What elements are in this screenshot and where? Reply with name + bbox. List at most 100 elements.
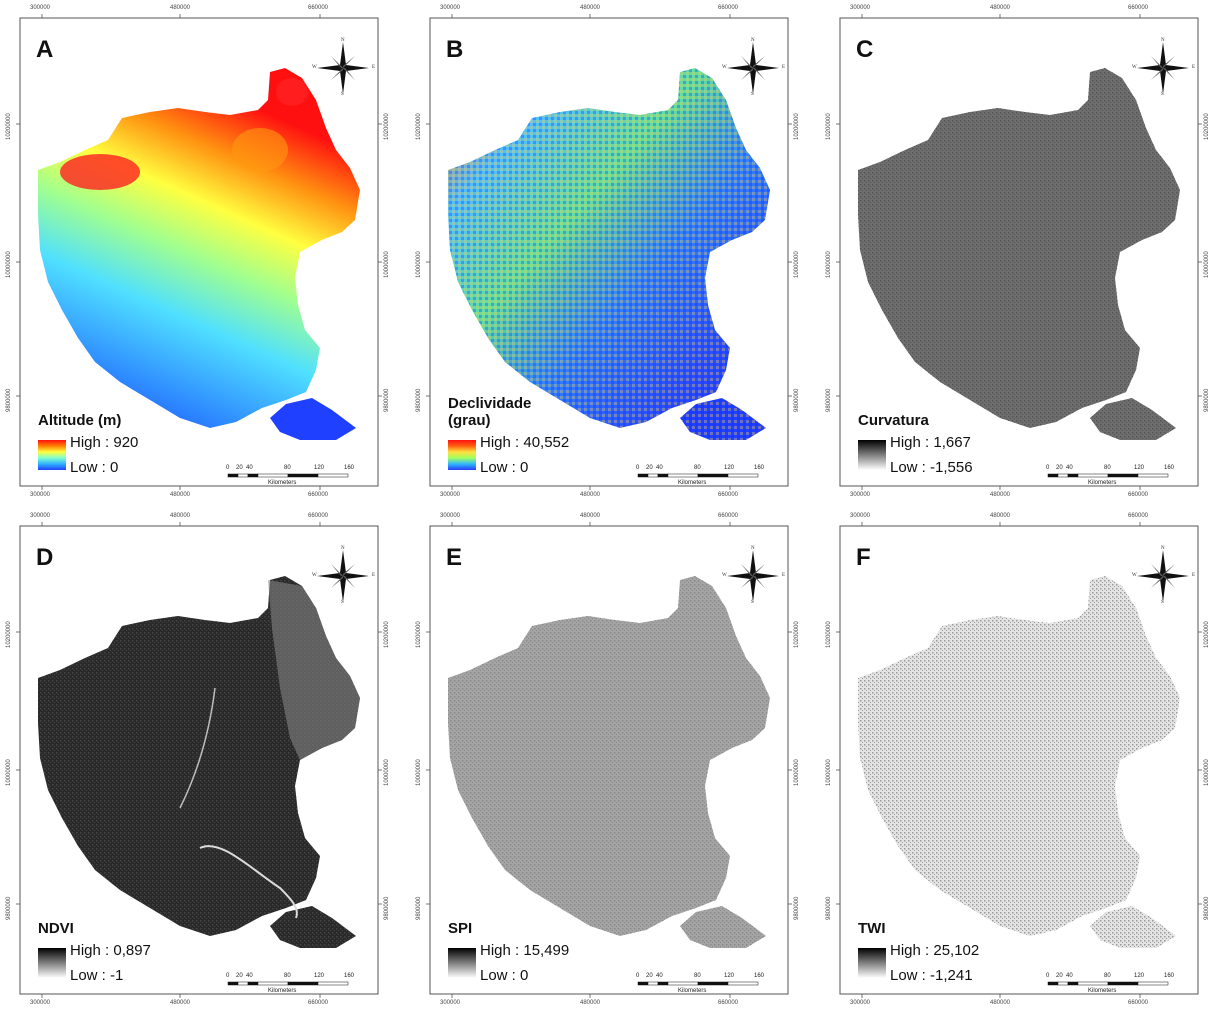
y-tick-label-right: 10200000 — [1204, 113, 1210, 140]
scale-tick-label: 0 — [226, 465, 230, 471]
scale-tick-label: 80 — [284, 465, 291, 471]
x-tick-label-top: 480000 — [990, 513, 1011, 519]
scale-tick-label: 20 — [1056, 465, 1063, 471]
compass-e-label: E — [782, 573, 786, 578]
legend-high-label: High : 920 — [70, 434, 139, 451]
map-panel-a: A 300000 300000 480000 480000 660000 660000 102… — [0, 0, 405, 507]
y-tick-label-right: 10200000 — [794, 621, 800, 648]
map-canvas — [836, 14, 1202, 490]
x-tick-label-top: 480000 — [580, 5, 601, 11]
x-tick-label-bottom: 480000 — [990, 1000, 1011, 1006]
scale-unit-label: Kilometers — [1088, 480, 1117, 486]
scale-tick-label: 40 — [246, 465, 253, 471]
map-canvas — [836, 522, 1202, 998]
scale-tick-label: 120 — [724, 465, 735, 471]
river-trace — [199, 845, 298, 919]
y-tick-label-right: 10200000 — [794, 113, 800, 140]
x-tick-label-top: 660000 — [718, 513, 739, 519]
map-canvas — [426, 522, 792, 998]
y-tick-label-left: 9800000 — [826, 388, 832, 412]
scale-tick-label: 0 — [636, 973, 640, 979]
panel-letter: C — [856, 36, 874, 63]
compass-w-label: W — [1132, 573, 1137, 578]
x-tick-label-bottom: 300000 — [440, 1000, 461, 1006]
compass-s-label: S — [341, 600, 344, 605]
scale-bar — [1047, 981, 1169, 986]
legend-high-label: High : 15,499 — [480, 942, 570, 959]
x-tick-label-top: 480000 — [170, 5, 191, 11]
panel-letter: E — [446, 544, 463, 571]
scale-bar — [1047, 473, 1169, 478]
north-arrow-icon — [1137, 42, 1189, 94]
high-relief-zone — [276, 78, 308, 106]
basin-lobe-texture — [1090, 398, 1176, 440]
legend-low-label: Low : -1,241 — [890, 967, 973, 984]
scale-tick-label: 20 — [1056, 973, 1063, 979]
basin-lobe-texture — [680, 906, 766, 948]
x-tick-label-bottom: 300000 — [440, 492, 461, 498]
y-tick-label-right: 10200000 — [1204, 621, 1210, 648]
y-tick-label-left: 10000000 — [6, 251, 12, 278]
y-tick-label-right: 9800000 — [384, 896, 390, 920]
map-panel-c: C 300000 300000 480000 480000 660000 660000 102… — [820, 0, 1225, 507]
basin-texture — [448, 68, 770, 428]
map-canvas — [426, 14, 792, 490]
compass-n-label: N — [751, 546, 755, 551]
x-tick-label-bottom: 480000 — [170, 1000, 191, 1006]
x-tick-label-bottom: 660000 — [718, 492, 739, 498]
compass-e-label: E — [1192, 65, 1196, 70]
panel-letter: A — [36, 36, 54, 63]
y-tick-label-left: 10200000 — [416, 113, 422, 140]
compass-e-label: E — [372, 573, 376, 578]
scale-tick-label: 40 — [1066, 465, 1073, 471]
legend-color-ramp — [858, 948, 886, 978]
x-tick-label-bottom: 300000 — [30, 1000, 51, 1006]
y-tick-label-left: 10200000 — [826, 113, 832, 140]
y-tick-label-right: 9800000 — [794, 388, 800, 412]
y-tick-label-left: 10200000 — [416, 621, 422, 648]
basin-lobe-texture — [270, 906, 356, 948]
scale-tick-label: 20 — [236, 973, 243, 979]
x-tick-label-bottom: 480000 — [990, 492, 1011, 498]
legend-high-label: High : 40,552 — [480, 434, 570, 451]
scale-tick-label: 80 — [694, 465, 701, 471]
scale-tick-label: 80 — [1104, 973, 1111, 979]
legend-low-label: Low : -1 — [70, 967, 124, 984]
y-tick-label-right: 9800000 — [1204, 896, 1210, 920]
compass-n-label: N — [341, 38, 345, 43]
map-canvas — [16, 14, 382, 490]
legend-title: SPI — [448, 920, 473, 937]
legend-low-label: Low : 0 — [70, 459, 119, 476]
map-panel-e: E 300000 300000 480000 480000 660000 660000 102… — [410, 508, 815, 1015]
scale-tick-label: 160 — [1164, 465, 1175, 471]
x-tick-label-bottom: 660000 — [718, 1000, 739, 1006]
panel-letter: F — [856, 544, 871, 571]
y-tick-label-left: 9800000 — [826, 896, 832, 920]
x-tick-label-top: 660000 — [1128, 513, 1149, 519]
compass-e-label: E — [372, 65, 376, 70]
basin-texture — [858, 576, 1180, 936]
basin-lobe-texture — [680, 398, 766, 440]
scale-tick-label: 0 — [1046, 465, 1050, 471]
north-arrow-icon — [317, 550, 369, 602]
y-tick-label-left: 10200000 — [6, 113, 12, 140]
compass-n-label: N — [751, 38, 755, 43]
y-tick-label-left: 10000000 — [6, 759, 12, 786]
x-tick-label-top: 660000 — [308, 513, 329, 519]
scale-tick-label: 160 — [754, 973, 765, 979]
y-tick-label-right: 10000000 — [1204, 251, 1210, 278]
legend-low-label: Low : 0 — [480, 967, 529, 984]
legend-low-label: Low : 0 — [480, 459, 529, 476]
y-tick-label-right: 10000000 — [794, 251, 800, 278]
legend-color-ramp — [38, 440, 66, 470]
y-tick-label-left: 9800000 — [416, 388, 422, 412]
scale-tick-label: 120 — [314, 973, 325, 979]
compass-s-label: S — [751, 600, 754, 605]
x-tick-label-top: 300000 — [440, 5, 461, 11]
compass-w-label: W — [722, 65, 727, 70]
legend-high-label: High : 25,102 — [890, 942, 980, 959]
basin-texture — [448, 576, 770, 936]
legend-color-ramp — [38, 948, 66, 978]
legend-title: TWI — [858, 920, 886, 937]
y-tick-label-left: 10200000 — [6, 621, 12, 648]
